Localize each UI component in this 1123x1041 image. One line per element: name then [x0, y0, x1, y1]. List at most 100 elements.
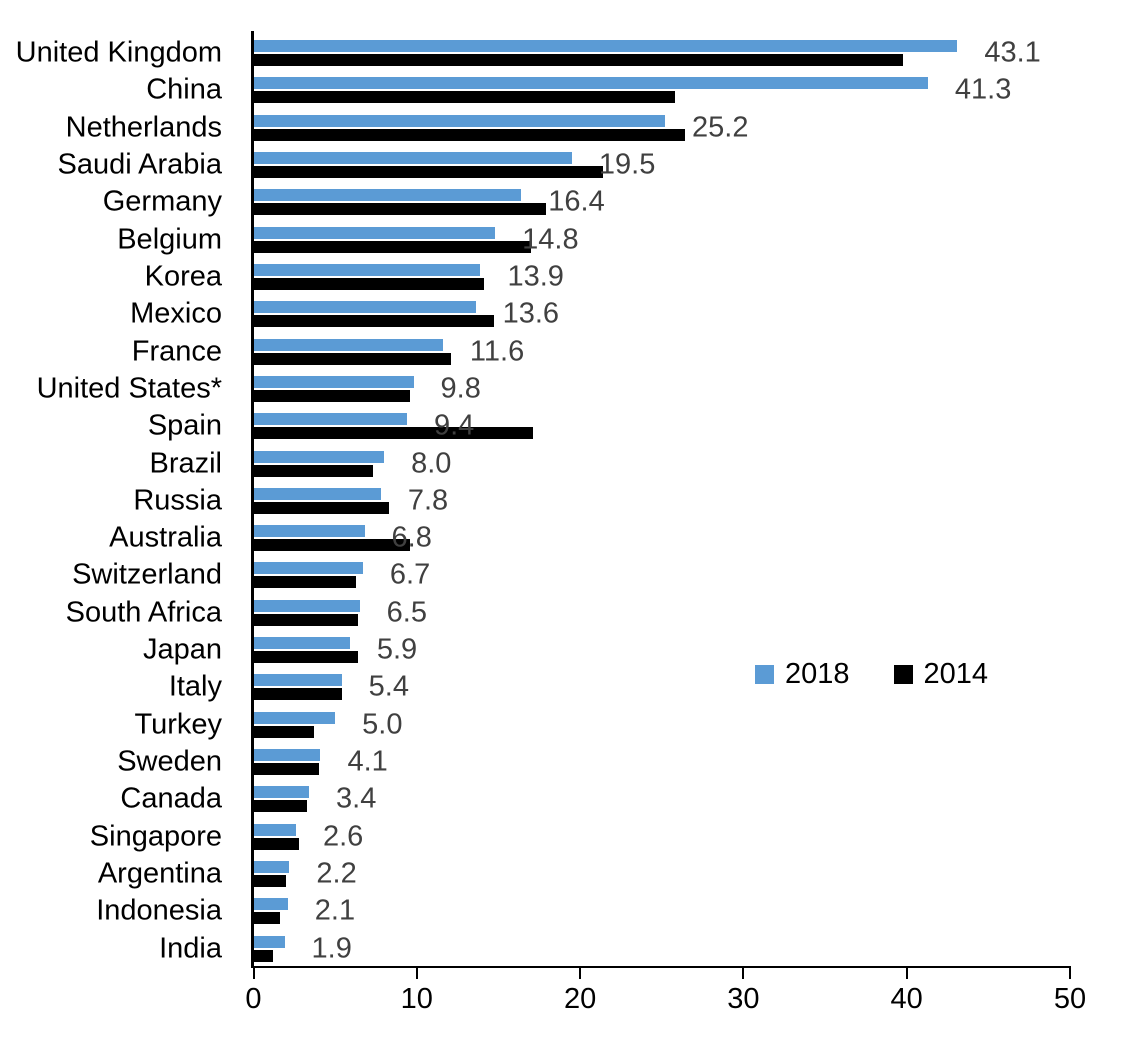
- category-label: Turkey: [134, 708, 222, 741]
- value-label: 14.8: [522, 223, 579, 256]
- bar-2014: [253, 539, 411, 552]
- x-axis-tick-label: 20: [563, 983, 597, 1015]
- category-label: Singapore: [89, 820, 222, 853]
- value-label: 8.0: [411, 447, 452, 480]
- category-label: Korea: [144, 260, 222, 293]
- x-axis-tick: [252, 968, 255, 979]
- category-label: Italy: [168, 670, 222, 703]
- bar-2014: [253, 315, 494, 328]
- x-axis-tick: [742, 968, 745, 979]
- bar-2018: [253, 375, 414, 388]
- x-axis-tick-label: 0: [245, 983, 262, 1015]
- category-label: Mexico: [130, 297, 222, 330]
- category-label: Japan: [142, 633, 222, 666]
- legend-swatch-2018: [755, 665, 774, 684]
- category-label: South Africa: [65, 596, 222, 629]
- value-label: 6.8: [391, 521, 432, 554]
- bar-2014: [253, 875, 287, 888]
- bar-2014: [253, 203, 546, 216]
- bar-2014: [253, 277, 484, 290]
- legend-swatch-2014: [893, 665, 913, 684]
- bar-2018: [253, 786, 310, 799]
- value-label: 25.2: [692, 111, 749, 144]
- category-label: Indonesia: [96, 894, 222, 927]
- value-label: 9.8: [440, 372, 481, 405]
- bar-2018: [253, 263, 481, 276]
- category-label: China: [146, 73, 222, 106]
- x-axis-tick-label: 50: [1053, 983, 1087, 1015]
- bar-2018: [253, 525, 365, 538]
- x-axis-tick-label: 10: [400, 983, 433, 1015]
- bar-2014: [253, 576, 357, 589]
- category-label: Netherlands: [65, 111, 222, 144]
- bar-2014: [253, 651, 358, 664]
- bar-2018: [253, 77, 928, 90]
- category-label: Switzerland: [72, 558, 222, 591]
- bar-2014: [253, 240, 532, 253]
- bar-2014: [253, 165, 603, 178]
- bar-2014: [253, 763, 319, 776]
- value-label: 41.3: [954, 73, 1012, 106]
- bar-2014: [253, 427, 533, 440]
- bar-2014: [253, 352, 452, 365]
- bar-2018: [253, 338, 443, 351]
- legend-label-2014: 2014: [923, 658, 989, 690]
- bar-2018: [253, 189, 522, 202]
- value-label: 5.4: [368, 670, 409, 703]
- bar-2014: [253, 688, 342, 701]
- x-axis-line: [251, 965, 1071, 968]
- bar-2014: [253, 54, 904, 66]
- category-label: Germany: [102, 185, 222, 218]
- bar-2014: [253, 725, 314, 738]
- bar-2018: [253, 301, 476, 314]
- legend: 2018 2014: [755, 658, 988, 691]
- bar-2018: [253, 861, 290, 874]
- bar-2014: [253, 464, 373, 477]
- bar-2014: [253, 949, 274, 962]
- value-label: 9.4: [434, 409, 475, 442]
- category-label: Belgium: [117, 223, 222, 256]
- y-axis-line: [251, 31, 254, 968]
- category-label: Argentina: [97, 857, 222, 890]
- value-label: 7.8: [407, 484, 449, 517]
- x-axis-tick: [415, 968, 418, 979]
- category-label: Brazil: [149, 447, 222, 480]
- category-label: Australia: [109, 521, 222, 554]
- bar-2018: [253, 749, 321, 762]
- value-label: 2.1: [314, 894, 356, 927]
- value-label: 5.9: [376, 633, 418, 666]
- category-label: France: [131, 335, 222, 368]
- value-label: 2.6: [322, 820, 364, 853]
- category-label: Saudi Arabia: [57, 148, 222, 181]
- value-label: 3.4: [336, 782, 377, 815]
- category-label: Spain: [147, 409, 222, 442]
- category-label: Russia: [133, 484, 222, 517]
- bar-2018: [253, 823, 296, 836]
- x-axis-tick-label: 30: [727, 983, 760, 1015]
- bar-2018: [253, 935, 285, 948]
- bar-2018: [253, 450, 385, 463]
- value-label: 13.9: [507, 260, 564, 293]
- bar-2018: [253, 599, 360, 612]
- category-label: Canada: [120, 782, 222, 815]
- x-axis-tick-label: 40: [890, 983, 923, 1015]
- legend-label-2018: 2018: [785, 658, 850, 690]
- value-label: 43.1: [984, 36, 1041, 69]
- x-axis-tick: [905, 968, 908, 979]
- bar-2014: [253, 837, 300, 850]
- bar-2014: [253, 912, 280, 925]
- bar-2014: [253, 800, 308, 813]
- x-axis-tick: [1069, 968, 1071, 979]
- value-label: 11.6: [469, 335, 525, 368]
- value-label: 6.5: [386, 596, 427, 629]
- value-label: 6.7: [389, 558, 431, 591]
- bar-2014: [253, 91, 675, 104]
- bar-2014: [253, 128, 685, 141]
- bar-2014: [253, 389, 411, 402]
- value-label: 5.0: [362, 708, 403, 741]
- bar-2018: [253, 637, 350, 650]
- category-label: United States*: [36, 372, 222, 405]
- value-label: 2.2: [316, 857, 357, 890]
- category-label: United Kingdom: [15, 36, 222, 69]
